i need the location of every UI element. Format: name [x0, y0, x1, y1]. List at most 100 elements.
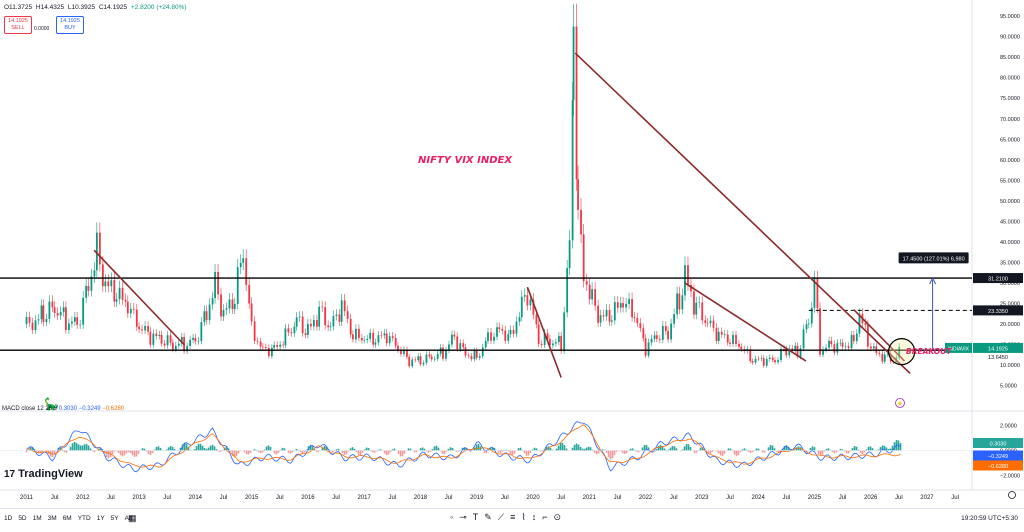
drawing-tools: ◦ ⊸ T ✎ ⟋ ≡ ⌇ ↕ ⌐ ⊙: [450, 512, 561, 523]
text-tool-icon[interactable]: T: [473, 512, 479, 523]
macd-hist-bar: [598, 451, 600, 454]
macd-hist-bar: [266, 447, 268, 451]
candle-body: [38, 319, 40, 320]
fib-tool-icon[interactable]: ≡: [510, 512, 515, 523]
candle-body: [633, 317, 635, 318]
candle-body: [576, 27, 578, 180]
candle-body: [318, 307, 320, 327]
cursor-tool-icon[interactable]: ◦: [450, 512, 453, 523]
macd-hist-bar: [148, 451, 150, 455]
tradingview-logo[interactable]: 17 TradingView: [4, 468, 83, 480]
sell-button[interactable]: 14.1925 SELL: [4, 16, 32, 34]
candle-body: [738, 344, 740, 347]
candle-body: [209, 305, 211, 321]
macd-hist-bar: [822, 451, 824, 455]
candle-body: [845, 346, 847, 347]
forecast-tool-icon[interactable]: ⊙: [554, 512, 562, 523]
candle-body: [642, 328, 644, 338]
range-1m[interactable]: 1M: [33, 515, 42, 522]
high-value: H14.4325: [36, 4, 64, 11]
buy-button[interactable]: 14.1925 BUY: [56, 16, 84, 34]
macd-hist-bar: [872, 448, 874, 450]
candle-body: [271, 348, 273, 356]
macd-hist-bar: [128, 451, 130, 453]
candle-body: [645, 338, 647, 355]
time-tick: Jul: [895, 495, 903, 501]
range-3m[interactable]: 3M: [48, 515, 57, 522]
candle-body: [766, 359, 768, 366]
clock[interactable]: 19:20:59 UTC+5:30: [961, 515, 1018, 522]
candle-body: [232, 299, 234, 309]
candle-body: [119, 288, 121, 299]
candle-body: [498, 327, 500, 329]
pencil-tool-icon[interactable]: ✎: [484, 512, 492, 523]
trend-tool-icon[interactable]: ⟋: [498, 512, 504, 523]
pattern-tool-icon[interactable]: ⌇: [521, 512, 525, 523]
macd-hist-bar: [728, 448, 730, 450]
macd-hist-bar: [130, 451, 132, 453]
macd-hist-bar: [346, 451, 348, 455]
macd-hist-bar: [564, 445, 566, 450]
measure-tool-icon[interactable]: ↕: [532, 512, 537, 523]
candle-body: [735, 335, 737, 344]
macd-hist-bar: [284, 448, 286, 450]
time-tick: 2014: [189, 495, 203, 501]
macd-hist-bar: [684, 446, 686, 450]
candle-body: [102, 264, 104, 286]
candle-body: [414, 360, 416, 361]
macd-hist-bar: [690, 447, 692, 450]
macd-hist-bar: [624, 451, 626, 455]
candle-body: [603, 315, 605, 316]
signal-value: −0.3249: [79, 406, 101, 412]
candle-body: [352, 334, 354, 339]
candle-body: [60, 312, 62, 316]
macd-hist-bar: [126, 451, 128, 454]
macd-hist-bar: [834, 451, 836, 454]
candle-body: [54, 307, 56, 313]
candle-body: [384, 334, 386, 336]
range-5d[interactable]: 5D: [18, 515, 26, 522]
macd-hist-bar: [422, 447, 424, 450]
low-value: L10.3925: [68, 4, 95, 11]
macd-hist-bar: [588, 447, 590, 451]
candle-body: [724, 334, 726, 335]
candle-body: [707, 323, 709, 324]
candle-body: [560, 336, 562, 351]
candle-body: [330, 326, 332, 327]
macd-hist-bar: [420, 448, 422, 450]
chart-annotation-title[interactable]: NIFTY VIX INDEX: [418, 155, 512, 166]
time-tick: Jul: [557, 495, 565, 501]
macd-hist-bar: [262, 451, 264, 453]
range-6m[interactable]: 6M: [63, 515, 72, 522]
range-5y[interactable]: 5Y: [111, 515, 119, 522]
breakout-label[interactable]: BREAKOUT: [906, 347, 951, 356]
line-tool-icon[interactable]: ⊸: [459, 512, 467, 523]
time-tick: 2017: [358, 495, 372, 501]
range-1y[interactable]: 1Y: [97, 515, 105, 522]
candle-body: [32, 323, 34, 330]
calendar-icon[interactable]: ▦: [128, 513, 137, 524]
candle-body: [420, 356, 422, 364]
candle-body: [287, 328, 289, 332]
candle-body: [426, 354, 428, 363]
macd-hist-bar: [744, 448, 746, 450]
candle-body: [870, 347, 872, 349]
macd-hist-bar: [586, 448, 588, 451]
candle-body: [622, 303, 624, 307]
candle-body: [276, 345, 278, 347]
candle-body: [589, 285, 591, 300]
price-tick: 95.0000: [1000, 14, 1020, 20]
brush-tool-icon[interactable]: ⌐: [542, 512, 547, 523]
candle-body: [639, 323, 641, 328]
macd-hist-bar: [846, 451, 848, 454]
time-tick: 2015: [245, 495, 259, 501]
macd-hist-bar: [500, 451, 502, 454]
range-ytd[interactable]: YTD: [78, 515, 91, 522]
time-tick: Jul: [163, 495, 171, 501]
candle-body: [260, 342, 262, 347]
candle-body: [583, 234, 585, 281]
range-1d[interactable]: 1D: [4, 515, 12, 522]
macd-hist-bar: [208, 448, 210, 451]
candle-body: [408, 357, 410, 366]
